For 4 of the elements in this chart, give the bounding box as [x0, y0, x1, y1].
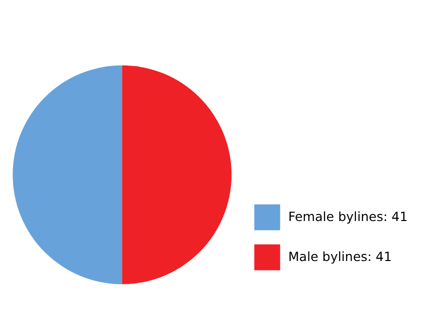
legend-label: Male bylines: 41	[288, 249, 392, 264]
pie-slice	[122, 65, 232, 284]
legend-label: Female bylines: 41	[288, 209, 408, 224]
pie-slice	[12, 65, 122, 284]
